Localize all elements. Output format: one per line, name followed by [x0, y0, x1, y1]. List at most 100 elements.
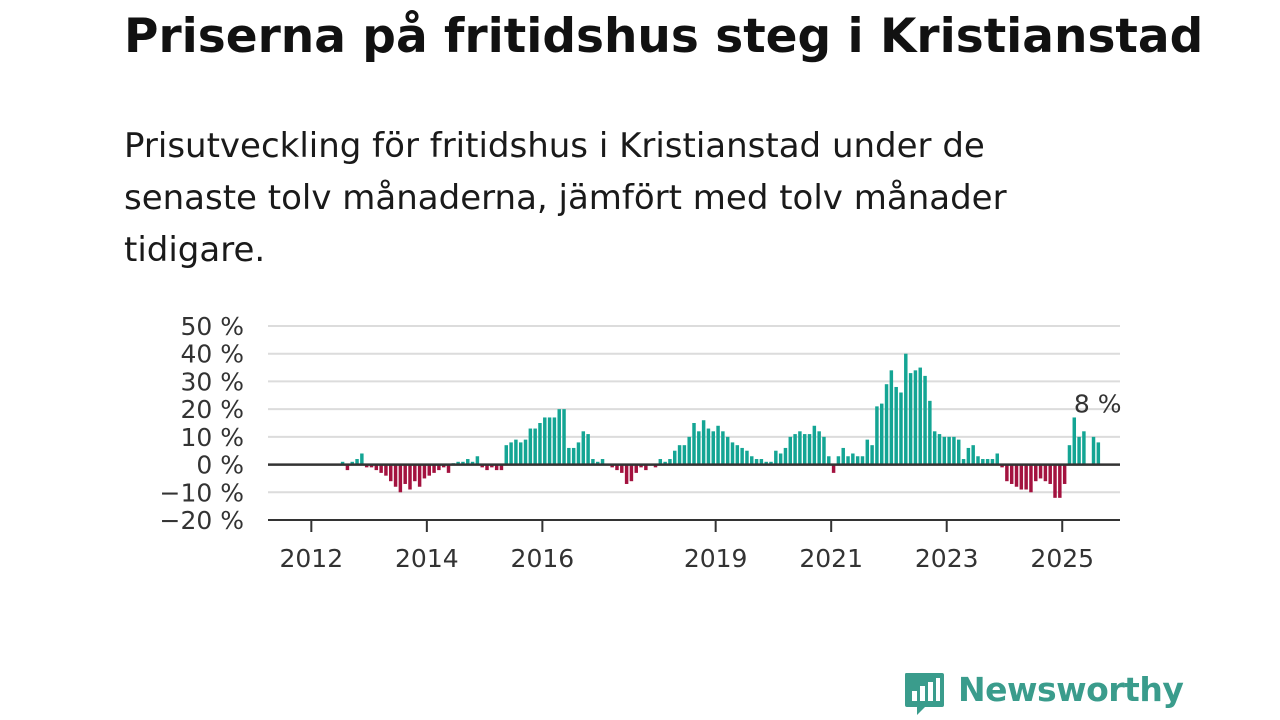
bar [533, 428, 537, 465]
bar [985, 459, 990, 465]
bar [692, 423, 696, 465]
y-tick-label: 30 % [180, 367, 244, 396]
bar [668, 459, 672, 465]
bar [966, 447, 971, 465]
bar [1029, 464, 1033, 493]
bar [701, 420, 706, 465]
bar [894, 386, 898, 465]
bar [1038, 464, 1043, 479]
bar [774, 450, 778, 465]
x-tick-label: 2023 [915, 544, 979, 573]
bar [374, 464, 379, 471]
bar [827, 456, 831, 465]
bar [663, 461, 667, 465]
bar [1096, 442, 1101, 465]
bar [600, 459, 605, 465]
bar [971, 445, 975, 465]
bar [730, 442, 735, 465]
y-tick-label: −10 % [160, 478, 244, 507]
bar [528, 428, 533, 465]
bar [1014, 464, 1019, 487]
bar [961, 459, 966, 465]
bar [725, 436, 730, 465]
bar [1072, 417, 1077, 465]
y-tick-label: 40 % [180, 340, 244, 369]
y-tick-label: 0 % [196, 451, 244, 480]
bar [403, 464, 407, 484]
bar [788, 436, 793, 465]
newsworthy-logo: Newsworthy [900, 668, 1184, 718]
bar-chart: −20 %−10 %0 %10 %20 %30 %40 %50 % 2012 20… [160, 312, 1122, 573]
bar [807, 434, 812, 465]
bar [1000, 464, 1004, 468]
bar [557, 409, 561, 465]
bar [345, 464, 350, 471]
x-tick-label: 2016 [511, 544, 575, 573]
bar [379, 464, 383, 473]
bar [706, 428, 711, 465]
bar [543, 417, 547, 465]
bar [1009, 464, 1014, 484]
bar [355, 459, 359, 465]
bar [990, 459, 995, 465]
bar [802, 434, 807, 465]
bar [596, 461, 600, 465]
bar [783, 447, 788, 465]
bar [446, 464, 451, 473]
bar [576, 442, 581, 465]
brand-name: Newsworthy [958, 670, 1184, 709]
x-axis: 2012 2014 2016 2019 2021 2023 2025 [268, 519, 1120, 573]
bar [1062, 464, 1067, 484]
bar [562, 409, 566, 465]
bar [1005, 464, 1009, 482]
bar [634, 464, 638, 473]
bar [740, 447, 744, 465]
bar [571, 447, 576, 465]
bar [504, 445, 509, 465]
y-tick-label: 20 % [180, 395, 244, 424]
bar [1019, 464, 1024, 490]
bar [461, 461, 465, 465]
bar [1034, 464, 1038, 482]
bar [509, 442, 513, 465]
bar [581, 431, 586, 465]
bar [957, 439, 961, 465]
bar [778, 453, 783, 465]
bar [904, 353, 908, 465]
bar [389, 464, 393, 482]
bar [754, 459, 759, 465]
bar [745, 450, 749, 465]
bar [913, 370, 918, 465]
bar [624, 464, 629, 484]
bar [889, 370, 894, 465]
bar [865, 439, 870, 465]
x-tick-label: 2012 [280, 544, 344, 573]
bar [466, 459, 470, 465]
bar [682, 445, 687, 465]
bar [653, 464, 658, 468]
bar [417, 464, 422, 487]
bar [836, 456, 841, 465]
bar [697, 431, 701, 465]
bar [523, 439, 528, 465]
chart-title: Priserna på fritidshus steg i Kristianst… [124, 9, 1204, 64]
bar [514, 439, 518, 465]
bar [567, 447, 571, 465]
bar [851, 453, 855, 465]
bar [480, 464, 484, 468]
bar [937, 434, 942, 465]
bar [860, 456, 865, 465]
bar [610, 464, 614, 468]
bar [586, 434, 590, 465]
bar [398, 464, 403, 493]
bar [721, 431, 725, 465]
bar [644, 464, 648, 471]
bar [552, 417, 557, 465]
bar [947, 436, 951, 465]
bar [350, 461, 354, 465]
y-axis: −20 %−10 %0 %10 %20 %30 %40 %50 % [160, 312, 244, 535]
bar [875, 406, 879, 465]
bar [639, 464, 643, 468]
bar [932, 431, 937, 465]
bar [441, 464, 446, 468]
